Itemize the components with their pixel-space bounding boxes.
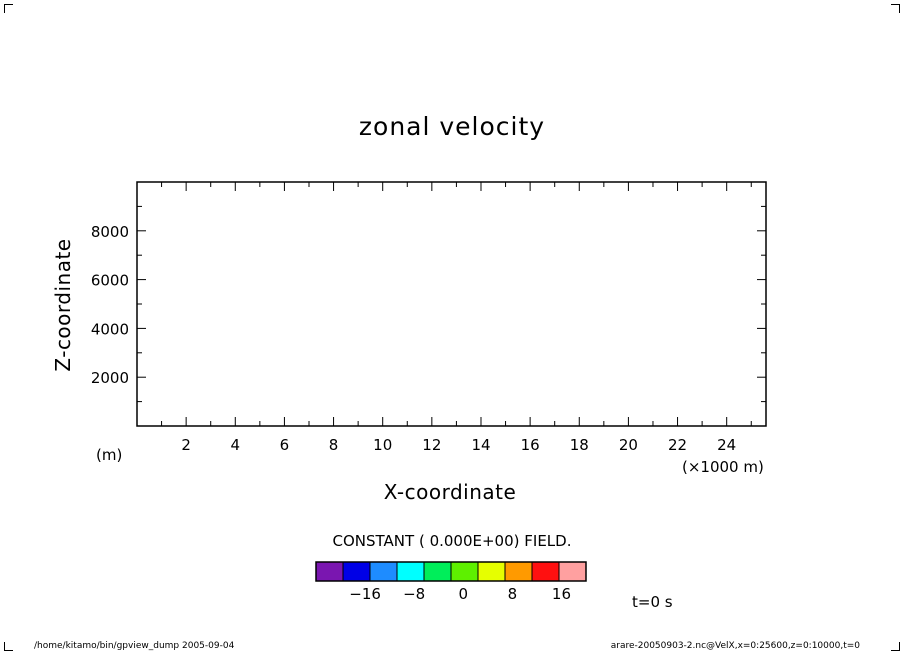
colorbar-tick-label: 16 [552, 585, 571, 603]
x-tick-label: 24 [717, 436, 736, 454]
colorbar-swatch [531, 561, 560, 582]
colorbar-swatch [423, 561, 452, 582]
y-tick-label: 4000 [91, 320, 129, 338]
x-tick-label: 16 [521, 436, 540, 454]
colorbar-tick-label: 0 [458, 585, 468, 603]
x-tick-label: 4 [231, 436, 241, 454]
y-tick-label: 8000 [91, 223, 129, 241]
x-tick-label: 2 [181, 436, 191, 454]
footer-source: arare-20050903-2.nc@VelX,x=0:25600,z=0:1… [610, 641, 860, 651]
footer-path: /home/kitamo/bin/gpview_dump 2005-09-04 [34, 641, 235, 651]
colorbar-swatch [315, 561, 344, 582]
x-tick-label: 20 [619, 436, 638, 454]
y-axis-unit: (m) [96, 446, 123, 464]
frame-corner-bottom-left [4, 642, 13, 651]
plot-frame [136, 181, 767, 427]
x-tick-label: 22 [668, 436, 687, 454]
x-tick-label: 14 [471, 436, 490, 454]
y-tick-label: 2000 [91, 369, 129, 387]
colorbar-tick-label: 8 [508, 585, 518, 603]
colorbar-tick-label: −16 [349, 585, 381, 603]
colorbar-swatch [504, 561, 533, 582]
x-axis-label: X-coordinate [383, 480, 517, 504]
colorbar-swatch [396, 561, 425, 582]
constant-field-note: CONSTANT ( 0.000E+00) FIELD. [332, 532, 572, 550]
x-axis-unit: (×1000 m) [682, 458, 764, 476]
frame-corner-bottom-right [891, 642, 900, 651]
colorbar-swatch [450, 561, 479, 582]
colorbar-frame [315, 561, 587, 582]
colorbar-swatch [369, 561, 398, 582]
x-tick-label: 12 [422, 436, 441, 454]
x-tick-label: 6 [280, 436, 290, 454]
y-tick-label: 6000 [91, 272, 129, 290]
colorbar-swatch [477, 561, 506, 582]
x-tick-label: 10 [373, 436, 392, 454]
colorbar-swatch [558, 561, 587, 582]
colorbar-tick-label: −8 [403, 585, 425, 603]
time-label: t=0 s [632, 593, 673, 611]
frame-corner-top-left [4, 4, 13, 13]
x-tick-label: 8 [329, 436, 339, 454]
colorbar-swatch [342, 561, 371, 582]
frame-corner-top-right [891, 4, 900, 13]
y-axis-label: Z-coordinate [51, 238, 75, 372]
chart-title: zonal velocity [358, 112, 546, 141]
x-tick-label: 18 [570, 436, 589, 454]
